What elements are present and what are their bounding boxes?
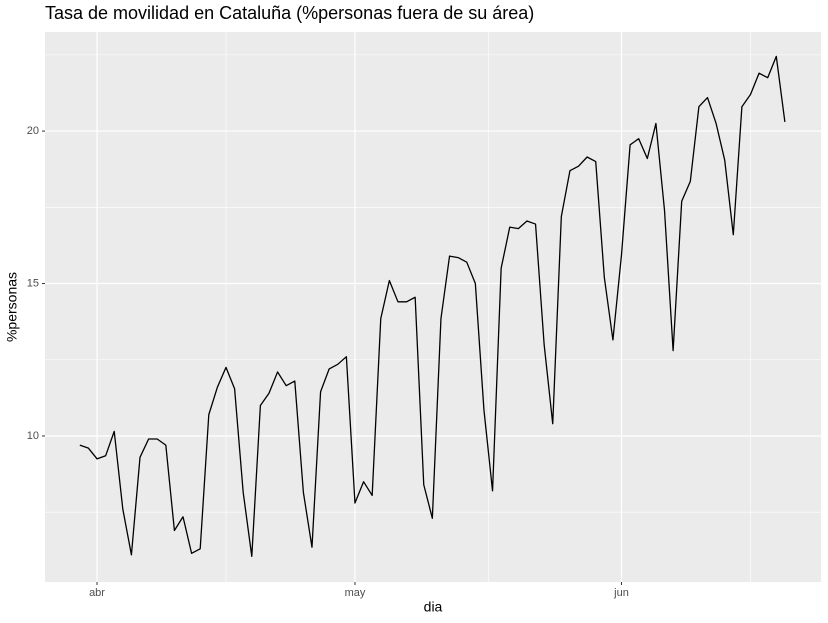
- y-tick-label: 20: [27, 125, 39, 137]
- x-tick-label: may: [345, 587, 366, 599]
- x-tick-label: abr: [89, 587, 105, 599]
- x-tick-label: jun: [613, 587, 629, 599]
- x-axis-title: dia: [424, 599, 443, 615]
- data-line: [79, 55, 786, 558]
- y-tick-label: 15: [27, 277, 39, 289]
- chart-title: Tasa de movilidad en Cataluña (%personas…: [45, 3, 534, 23]
- y-tick-label: 10: [27, 430, 39, 442]
- y-axis-title: %personas: [4, 272, 20, 342]
